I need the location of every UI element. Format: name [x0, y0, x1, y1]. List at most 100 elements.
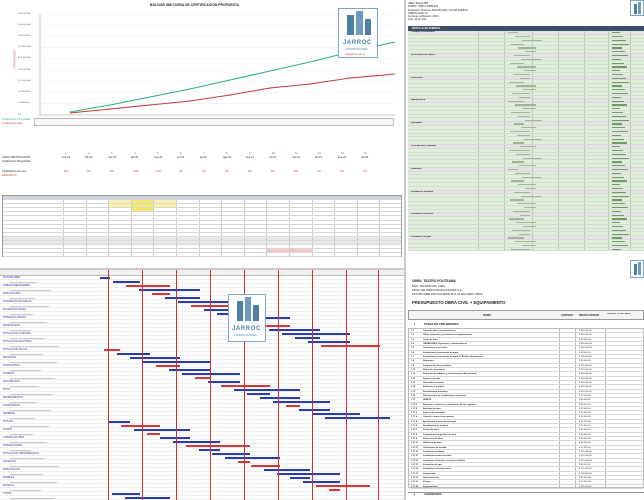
month-number: 7 — [203, 152, 205, 155]
table-cell — [176, 208, 199, 212]
item-description: Equipamiento — [423, 485, 438, 488]
estimate-cell-border — [575, 454, 576, 458]
budget-value-bar — [612, 233, 629, 235]
section-number: 1 — [414, 323, 416, 326]
budget-value-bar — [517, 134, 530, 136]
month-label: ene-22 — [338, 156, 347, 159]
estimate-row: 1.17.12 Instalacion sanitaria $ 145.000,00 — [409, 450, 643, 455]
estimate-cell-border — [575, 380, 576, 385]
budget-cell-border — [504, 152, 505, 156]
table-cell — [85, 253, 109, 257]
budget-cell-border — [608, 42, 609, 46]
budget-cell-border — [584, 164, 585, 167]
gantt-row — [0, 464, 404, 468]
budget-cell-border — [532, 141, 533, 144]
budget-row — [408, 88, 644, 92]
budget-value-bar — [612, 229, 626, 231]
budget-value-bar — [517, 66, 536, 68]
estimate-cell-border — [559, 333, 560, 337]
table-cell — [289, 204, 312, 208]
budget-cell-border — [608, 57, 609, 61]
budget-cell-border — [558, 57, 559, 61]
item-description: Retiro de escombros — [423, 368, 445, 371]
budget-row — [408, 50, 644, 54]
month-label: oct-21 — [269, 156, 277, 159]
budget-cell-border — [558, 50, 559, 53]
budget-cell-border — [478, 202, 479, 205]
estimate-cell-border — [575, 432, 576, 437]
jarroc-mini-logo — [630, 260, 644, 278]
estimate-cell-border — [575, 458, 576, 463]
item-description: Instalacion termomecanica — [423, 468, 452, 471]
table-cell — [243, 245, 267, 249]
budget-cell-border — [532, 228, 533, 232]
table-cell — [63, 232, 86, 236]
table-cell — [379, 200, 402, 204]
budget-value-bar — [520, 77, 530, 79]
budget-row-label: Instalacion electrica — [411, 213, 433, 216]
budget-cell-border — [608, 76, 609, 80]
gantt-row — [0, 488, 404, 492]
budget-cell-border — [478, 209, 479, 213]
table-cell — [243, 249, 267, 253]
budget-value-bar — [513, 142, 524, 144]
estimate-cell-border — [559, 341, 560, 346]
table-cell — [198, 253, 222, 257]
budget-cell-border — [504, 46, 505, 49]
budget-value-bar — [612, 168, 628, 171]
gantt-row: LIMPIEZA DE OBRA — [0, 436, 404, 440]
budget-cell-border — [504, 190, 505, 194]
item-description: Senalizacion y cartelera — [423, 425, 448, 428]
table-cell — [379, 237, 402, 241]
gantt-row: MUEBLES — [0, 476, 404, 480]
budget-cell-border — [584, 31, 585, 34]
item-number: 1.17.4 — [411, 416, 418, 419]
budget-cell-border — [630, 194, 631, 198]
budget-cell-border — [558, 88, 559, 91]
budget-cell-border — [504, 72, 505, 76]
item-number: 1.17.10 — [411, 442, 419, 445]
budget-cell-border — [584, 84, 585, 87]
budget-cell-border — [504, 205, 505, 209]
estimate-cell-border — [605, 333, 606, 337]
budget-cell-border — [608, 129, 609, 133]
budget-row — [408, 141, 644, 145]
estimate-cell-border — [605, 415, 606, 419]
y-tick-label: $ 0 — [18, 113, 22, 116]
budget-cell-border — [608, 152, 609, 156]
gantt-bar — [234, 389, 300, 391]
item-description: VARIOS — [423, 399, 432, 402]
table-cell — [85, 232, 109, 236]
gantt-row: INSTALACION ELECTRICA — [0, 340, 404, 344]
table-cell — [311, 220, 335, 224]
month-label: jun-21 — [177, 156, 185, 159]
budget-header-line: RUBRO: OBRA COMPLETA — [408, 5, 439, 9]
item-number: 1.17.9 — [411, 438, 418, 441]
budget-row-label: Revoques — [411, 122, 422, 125]
budget-cell-border — [584, 167, 585, 171]
item-description: Verificacion de fiscalia — [423, 446, 447, 449]
budget-value-bar — [510, 199, 524, 201]
table-cell — [289, 228, 312, 232]
budget-cell-border — [532, 129, 533, 133]
budget-cell-border — [558, 202, 559, 205]
budget-cell-border — [478, 129, 479, 133]
table-cell — [289, 216, 312, 220]
table-cell — [176, 196, 199, 200]
budget-row — [408, 95, 644, 100]
table-cell — [130, 196, 154, 200]
budget-cell-border — [504, 194, 505, 198]
budget-cell-border — [478, 205, 479, 209]
gantt-task-label: DEMOLICIONES — [3, 293, 21, 295]
item-number: 1.14 — [411, 386, 416, 389]
budget-cell-border — [478, 65, 479, 68]
gantt-task-label: ASCENSOR — [3, 461, 16, 463]
table-cell — [379, 241, 402, 245]
budget-cell-border — [478, 126, 479, 129]
budget-cell-border — [630, 38, 631, 42]
table-cell — [311, 253, 335, 257]
budget-value-bar — [612, 66, 627, 68]
estimate-cell-border — [605, 437, 606, 441]
month-pct: 15% — [133, 170, 139, 173]
estimate-cell-border — [575, 389, 576, 393]
